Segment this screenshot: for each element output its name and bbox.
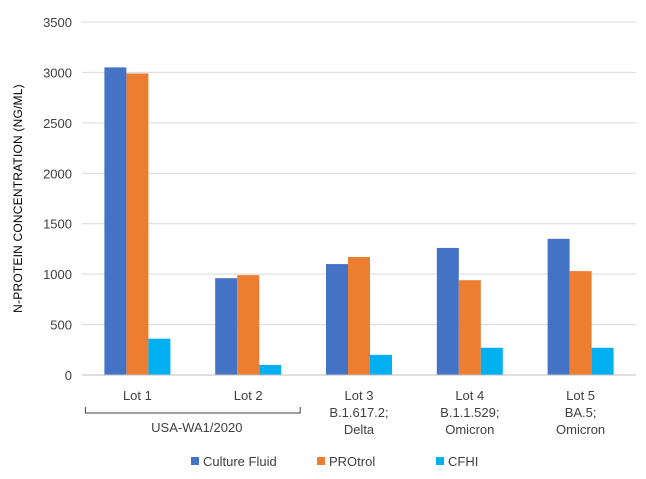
y-tick-label: 3000 [43, 65, 72, 80]
x-axis-categories: Lot 1 Lot 2 Lot 3 B.1.617.2; Delta Lot 4 B.1.1… [123, 388, 605, 437]
group-label: USA-WA1/2020 [151, 420, 242, 435]
bar-culture-fluid-2 [215, 278, 238, 375]
bar-protrol-1 [126, 73, 149, 376]
x-category-label: Delta [344, 422, 375, 437]
y-tick-label: 0 [65, 368, 72, 383]
x-category-label: BA.5; [565, 405, 597, 420]
x-category-label: B.1.1.529; [440, 405, 499, 420]
y-axis-ticks: 0 500 1000 1500 2000 2500 3000 3500 [43, 15, 72, 383]
x-category-label: Lot 1 [123, 388, 152, 403]
bar-cfhi-4 [480, 347, 503, 375]
bar-protrol-2 [237, 275, 260, 375]
legend-swatch-cfhi [436, 457, 444, 465]
bar-culture-fluid-3 [326, 264, 348, 375]
y-tick-label: 2500 [43, 116, 72, 131]
bar-culture-fluid-1 [104, 67, 127, 375]
y-axis-label: N-PROTEIN CONCENTRATION (NG/ML) [11, 84, 25, 313]
group-bracket: USA-WA1/2020 [84, 407, 301, 435]
legend-swatch-protrol [317, 457, 325, 465]
legend-swatch-culture-fluid [191, 457, 199, 465]
bars [104, 67, 614, 376]
x-category-label: Lot 3 [345, 388, 374, 403]
x-category-label: Lot 5 [566, 388, 595, 403]
y-tick-label: 2000 [43, 166, 72, 181]
x-category-label: Omicron [445, 422, 494, 437]
legend-label: PROtrol [329, 454, 375, 469]
group-bracket-line [84, 407, 301, 414]
bar-protrol-3 [348, 256, 370, 375]
x-category-label: Lot 4 [455, 388, 484, 403]
bar-cfhi-3 [370, 354, 392, 375]
bar-culture-fluid-4 [436, 247, 459, 375]
bar-cfhi-5 [591, 347, 614, 375]
y-tick-label: 3500 [43, 15, 72, 30]
legend-label: CFHI [448, 454, 478, 469]
legend: Culture Fluid PROtrol CFHI [191, 454, 478, 469]
y-tick-label: 1500 [43, 217, 72, 232]
gridlines [82, 21, 636, 326]
bar-culture-fluid-5 [547, 238, 570, 375]
y-tick-label: 1000 [43, 267, 72, 282]
x-category-label: Lot 2 [234, 388, 263, 403]
bar-cfhi-2 [259, 364, 282, 375]
bar-protrol-4 [458, 280, 481, 375]
x-category-label: B.1.617.2; [329, 405, 388, 420]
bar-cfhi-1 [148, 338, 171, 375]
legend-label: Culture Fluid [203, 454, 277, 469]
y-tick-label: 500 [50, 318, 72, 333]
x-category-label: Omicron [556, 422, 605, 437]
bar-protrol-5 [569, 271, 592, 375]
